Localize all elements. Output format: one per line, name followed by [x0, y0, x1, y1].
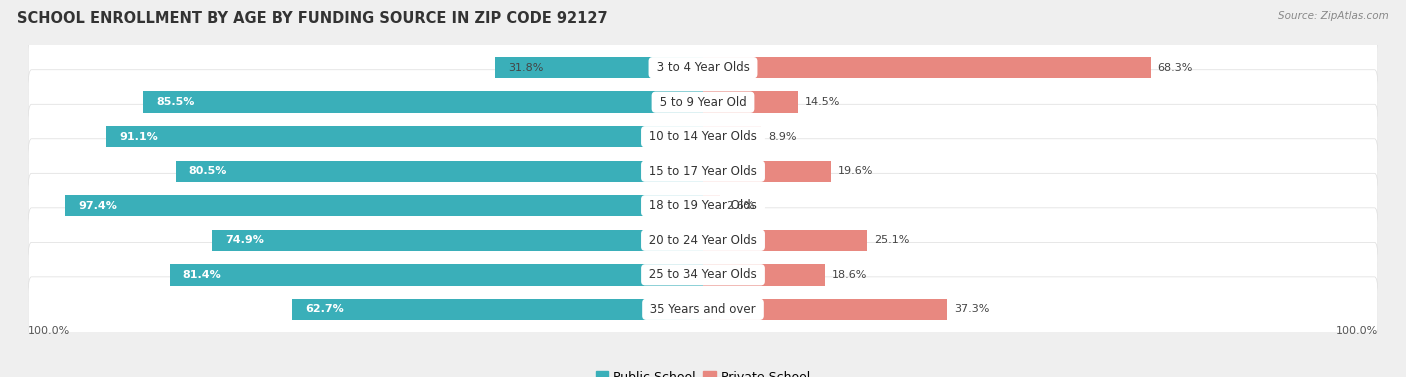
- Text: 81.4%: 81.4%: [183, 270, 222, 280]
- FancyBboxPatch shape: [28, 242, 1378, 307]
- Text: 18 to 19 Year Olds: 18 to 19 Year Olds: [645, 199, 761, 212]
- Text: 18.6%: 18.6%: [831, 270, 866, 280]
- Text: Source: ZipAtlas.com: Source: ZipAtlas.com: [1278, 11, 1389, 21]
- Text: 74.9%: 74.9%: [225, 235, 264, 245]
- Bar: [703, 230, 868, 251]
- Bar: [292, 299, 703, 320]
- Bar: [703, 264, 825, 285]
- Text: 35 Years and over: 35 Years and over: [647, 303, 759, 316]
- Bar: [495, 57, 703, 78]
- Text: 97.4%: 97.4%: [77, 201, 117, 211]
- Text: 20 to 24 Year Olds: 20 to 24 Year Olds: [645, 234, 761, 247]
- Text: 2.6%: 2.6%: [727, 201, 755, 211]
- Bar: [703, 126, 761, 147]
- FancyBboxPatch shape: [28, 104, 1378, 169]
- Text: 68.3%: 68.3%: [1157, 63, 1192, 73]
- Bar: [170, 264, 703, 285]
- FancyBboxPatch shape: [28, 277, 1378, 342]
- Bar: [212, 230, 703, 251]
- Text: 3 to 4 Year Olds: 3 to 4 Year Olds: [652, 61, 754, 74]
- Text: 5 to 9 Year Old: 5 to 9 Year Old: [655, 96, 751, 109]
- Bar: [65, 195, 703, 216]
- Bar: [703, 195, 720, 216]
- FancyBboxPatch shape: [28, 139, 1378, 204]
- Bar: [176, 161, 703, 182]
- Bar: [703, 299, 948, 320]
- Text: 25.1%: 25.1%: [875, 235, 910, 245]
- Text: 62.7%: 62.7%: [305, 304, 344, 314]
- Text: 91.1%: 91.1%: [120, 132, 157, 142]
- Text: 14.5%: 14.5%: [804, 97, 839, 107]
- FancyBboxPatch shape: [28, 208, 1378, 273]
- Text: 10 to 14 Year Olds: 10 to 14 Year Olds: [645, 130, 761, 143]
- Text: 100.0%: 100.0%: [1336, 326, 1378, 336]
- Text: 85.5%: 85.5%: [156, 97, 194, 107]
- Text: 31.8%: 31.8%: [508, 63, 543, 73]
- FancyBboxPatch shape: [28, 70, 1378, 135]
- FancyBboxPatch shape: [28, 173, 1378, 238]
- Text: 25 to 34 Year Olds: 25 to 34 Year Olds: [645, 268, 761, 281]
- Bar: [703, 92, 799, 113]
- Legend: Public School, Private School: Public School, Private School: [591, 366, 815, 377]
- Text: 37.3%: 37.3%: [953, 304, 990, 314]
- Text: SCHOOL ENROLLMENT BY AGE BY FUNDING SOURCE IN ZIP CODE 92127: SCHOOL ENROLLMENT BY AGE BY FUNDING SOUR…: [17, 11, 607, 26]
- Bar: [105, 126, 703, 147]
- FancyBboxPatch shape: [28, 35, 1378, 100]
- Text: 100.0%: 100.0%: [28, 326, 70, 336]
- Text: 80.5%: 80.5%: [188, 166, 226, 176]
- Text: 8.9%: 8.9%: [768, 132, 796, 142]
- Text: 15 to 17 Year Olds: 15 to 17 Year Olds: [645, 165, 761, 178]
- Bar: [703, 57, 1150, 78]
- Text: 19.6%: 19.6%: [838, 166, 873, 176]
- Bar: [143, 92, 703, 113]
- Bar: [703, 161, 831, 182]
